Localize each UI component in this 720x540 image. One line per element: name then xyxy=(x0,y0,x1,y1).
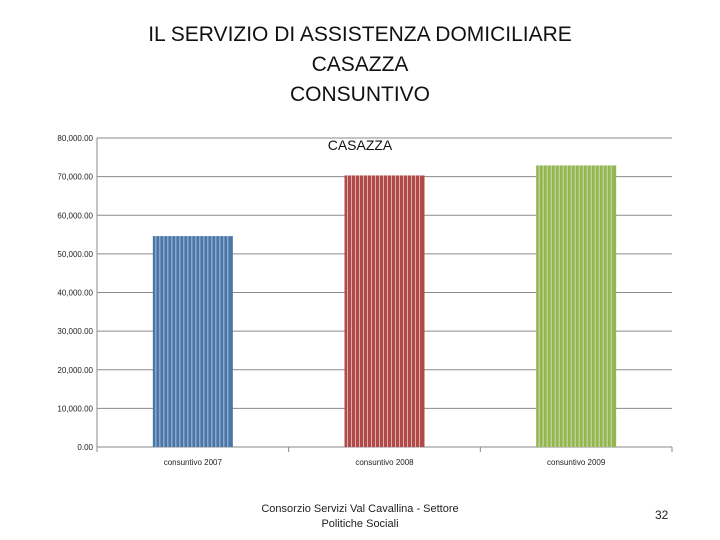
y-tick-label: 20,000.00 xyxy=(57,366,93,375)
bar-3 xyxy=(536,165,617,447)
footer: Consorzio Servizi Val Cavallina - Settor… xyxy=(255,502,465,532)
title-line-1: IL SERVIZIO DI ASSISTENZA DOMICILIARE xyxy=(148,23,572,46)
footer-line-2: Politiche Sociali xyxy=(321,518,399,530)
y-tick-label: 80,000.00 xyxy=(57,134,93,143)
title-line-2: CASAZZA xyxy=(311,53,409,76)
bar-1 xyxy=(152,236,233,447)
footer-line-1: Consorzio Servizi Val Cavallina - Settor… xyxy=(261,503,459,515)
page-number: 32 xyxy=(655,508,669,522)
title-line-3: CONSUNTIVO xyxy=(289,83,430,106)
y-tick-label: 10,000.00 xyxy=(57,404,93,413)
y-tick-label: 40,000.00 xyxy=(57,289,93,298)
y-tick-label: 50,000.00 xyxy=(57,250,93,259)
chart-title: CASAZZA xyxy=(328,137,393,153)
y-tick-label: 70,000.00 xyxy=(57,173,93,182)
y-tick-label: 0.00 xyxy=(77,443,93,452)
x-tick-label: consuntivo 2009 xyxy=(547,458,606,467)
bar-2 xyxy=(344,175,425,447)
y-tick-label: 60,000.00 xyxy=(57,211,93,220)
x-tick-label: consuntivo 2008 xyxy=(355,458,414,467)
x-tick-label: consuntivo 2007 xyxy=(164,458,223,467)
y-tick-label: 30,000.00 xyxy=(57,327,93,336)
slide-title: IL SERVIZIO DI ASSISTENZA DOMICILIARE CA… xyxy=(0,20,720,110)
